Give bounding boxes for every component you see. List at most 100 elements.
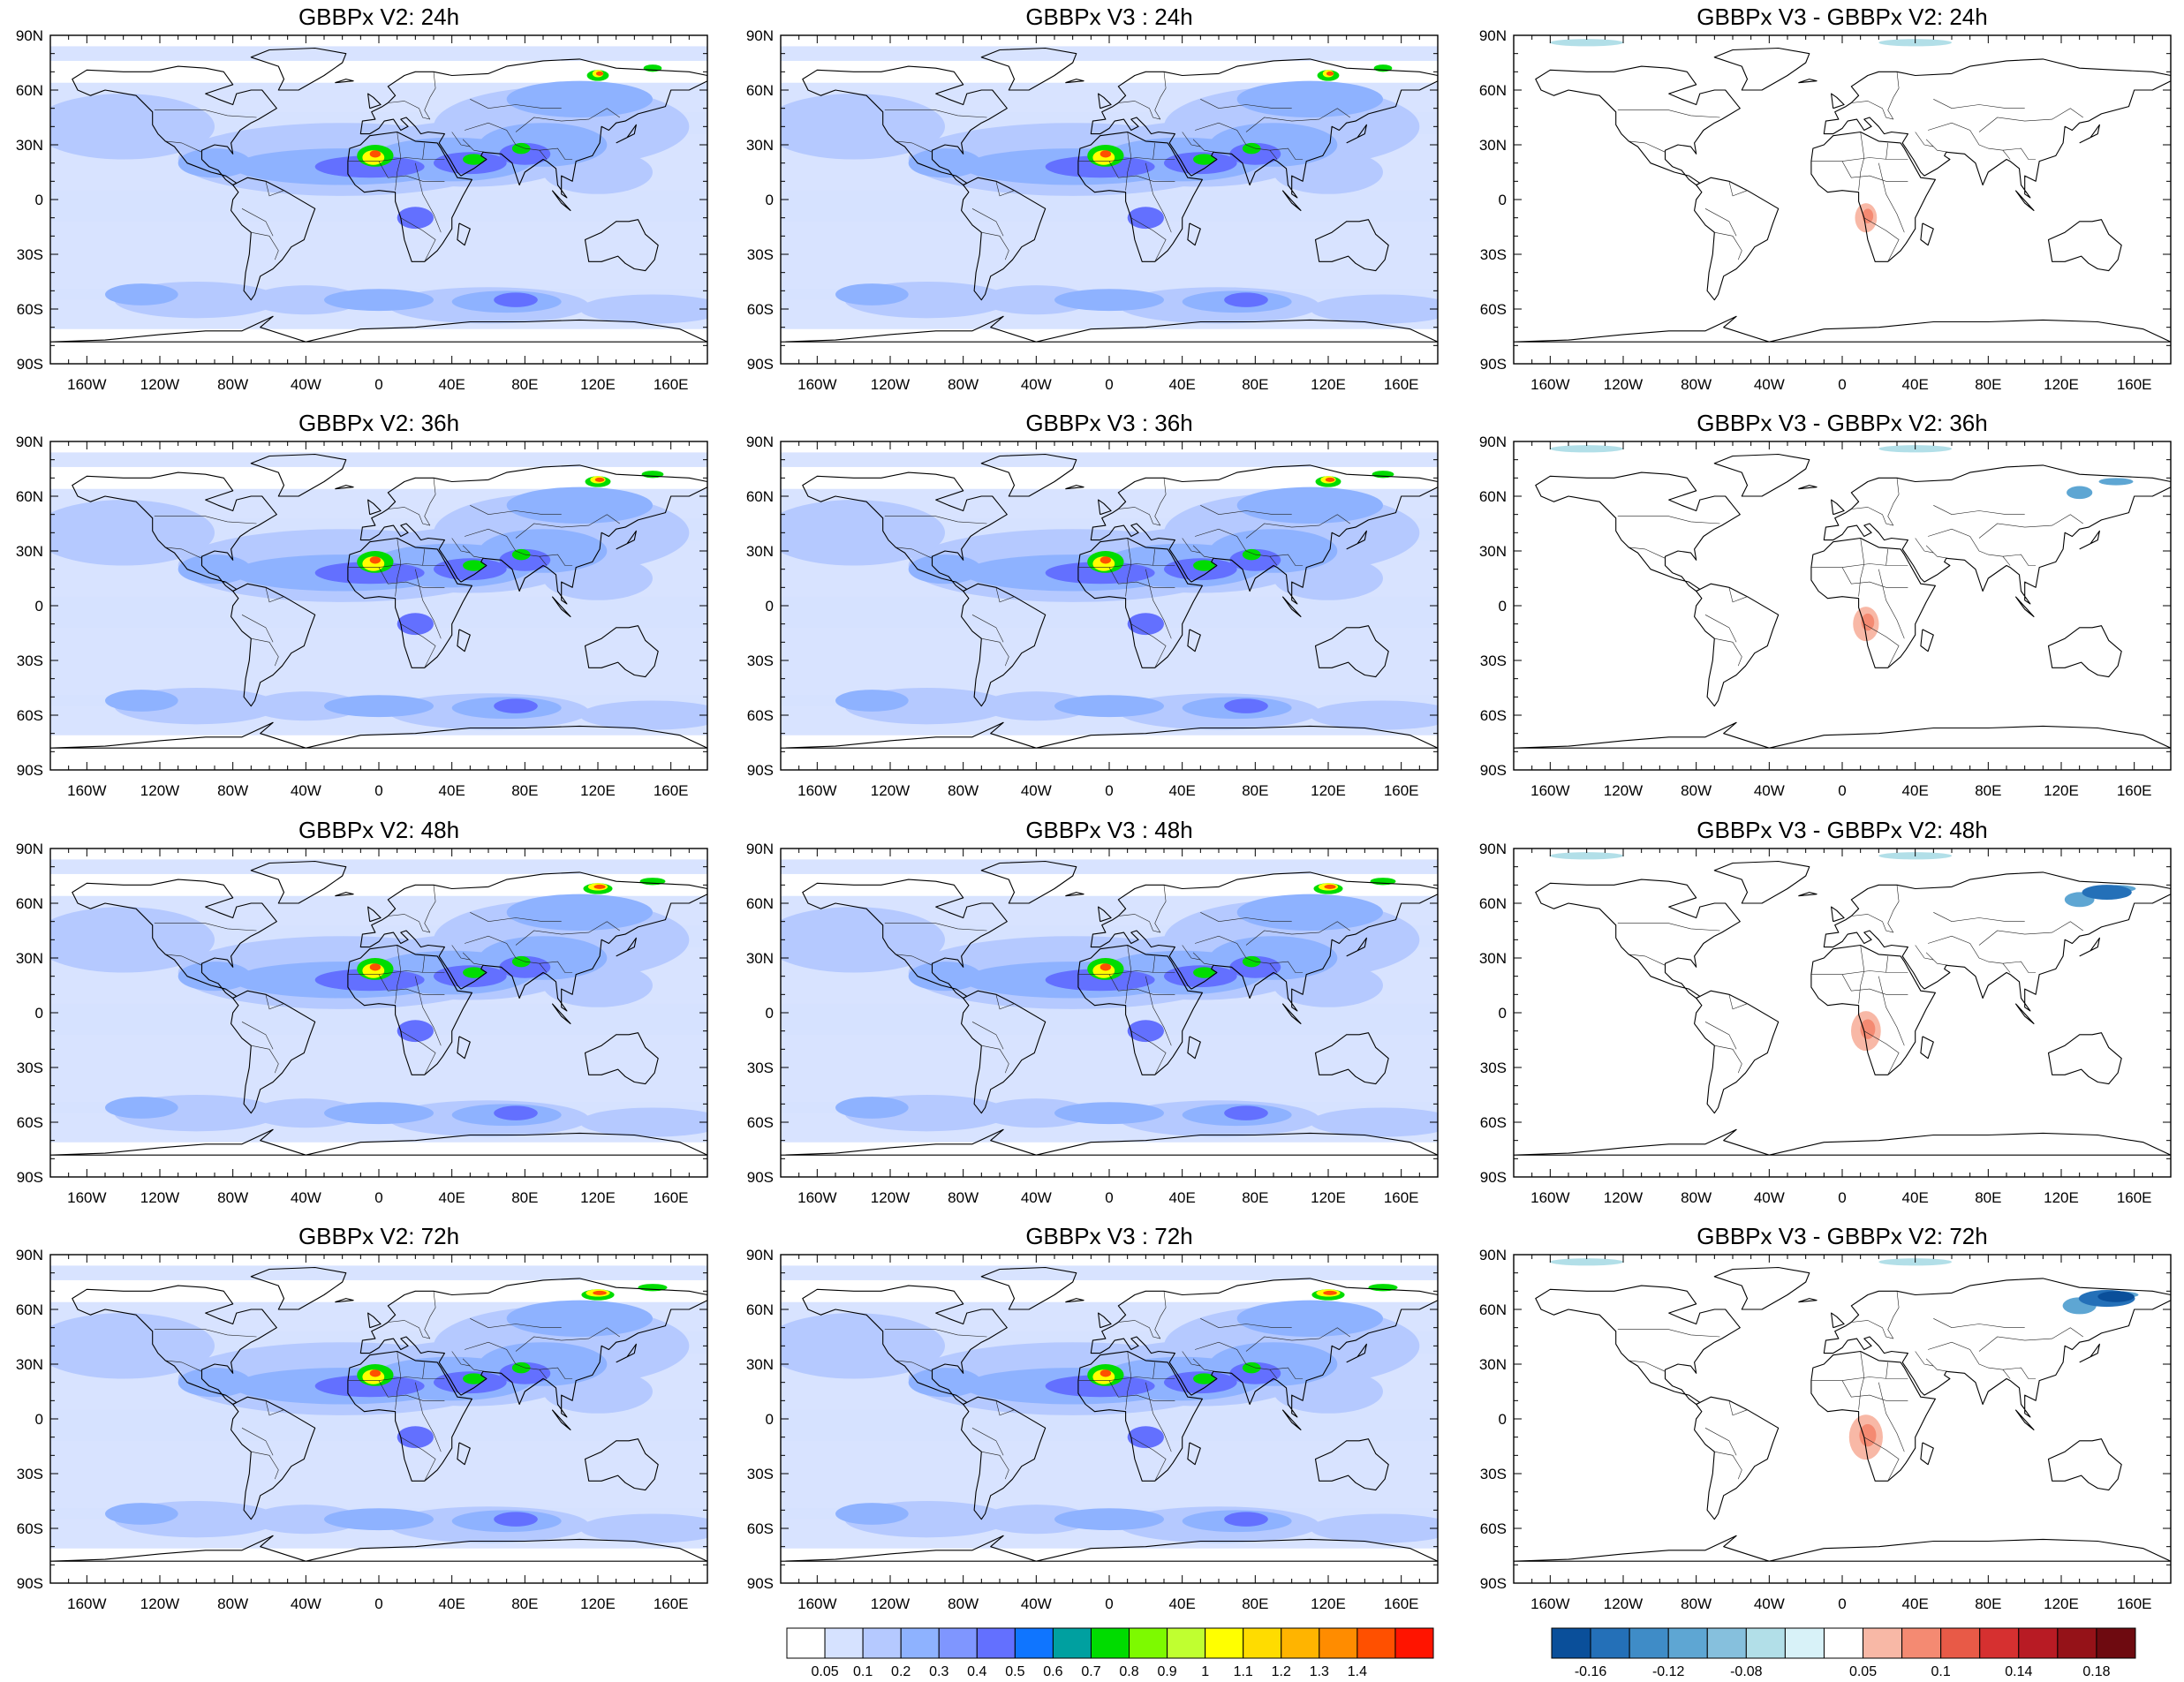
field-contour — [2067, 486, 2093, 500]
field-contour — [494, 698, 538, 713]
country-border — [1714, 1451, 1742, 1480]
lon-tick-label: 0 — [1838, 1189, 1846, 1206]
country-border — [1933, 912, 2025, 923]
coastline — [781, 721, 1438, 749]
lon-tick-label: 120W — [140, 782, 179, 799]
coastline — [1713, 860, 1810, 904]
coastline — [1831, 906, 1845, 923]
lon-tick-label: 40E — [1169, 1595, 1196, 1612]
country-border — [1108, 1380, 1175, 1401]
colorbar-label: 0.5 — [1005, 1664, 1024, 1678]
country-border — [165, 140, 202, 153]
country-border — [1851, 507, 1893, 526]
country-border — [400, 623, 436, 668]
country-border — [451, 945, 471, 961]
coastline — [1090, 58, 1438, 199]
lon-tick-label: 120W — [871, 1595, 910, 1612]
coastlines — [50, 453, 707, 749]
field-contour — [1310, 1107, 1438, 1137]
coastline — [1920, 223, 1934, 246]
colorbar-label: 0.8 — [1119, 1664, 1138, 1678]
lon-tick-label: 40W — [1021, 782, 1052, 799]
country-border — [1885, 142, 1888, 160]
lat-tick-label: 30S — [17, 246, 43, 263]
shaded-field — [781, 452, 1438, 735]
lon-tick-label: 80W — [1681, 782, 1712, 799]
lon-tick-label: 80E — [511, 376, 538, 393]
lat-tick-label: 60S — [17, 301, 43, 318]
colorbar-label: -0.16 — [1575, 1664, 1607, 1678]
country-border — [1108, 161, 1175, 182]
field-contour — [178, 554, 252, 585]
lon-tick-label: 0 — [374, 782, 382, 799]
lat-tick-label: 30S — [1480, 652, 1507, 669]
country-border — [2002, 1367, 2037, 1379]
field-contour — [1550, 1258, 1623, 1266]
colorbar-swatch — [1551, 1627, 1591, 1659]
country-border — [1245, 921, 1350, 946]
country-border — [424, 885, 436, 933]
lat-tick-label: 90N — [1479, 434, 1507, 450]
field-contour — [1550, 39, 1623, 47]
field-contour — [1242, 142, 1261, 155]
coastline — [1810, 537, 1936, 668]
panel-title: GBBPx V3 - GBBPx V2: 48h — [1697, 817, 1987, 843]
coastlines — [781, 47, 1438, 343]
country-border — [395, 538, 402, 597]
colorbar-label: 0.4 — [967, 1664, 986, 1678]
country-border — [1978, 921, 2083, 946]
lat-tick-label: 90S — [1480, 1169, 1507, 1186]
country-border — [451, 1351, 471, 1367]
panel-title: GBBPx V2: 24h — [299, 4, 459, 30]
country-border — [995, 181, 1015, 197]
coastlines — [1514, 453, 2171, 749]
lat-tick-label: 90N — [746, 1247, 774, 1263]
lat-tick-label: 60N — [1479, 895, 1507, 912]
coastline — [2079, 124, 2100, 144]
lon-tick-label: 120E — [1311, 782, 1346, 799]
country-border — [1617, 109, 1720, 118]
country-border — [1728, 587, 1748, 603]
lon-tick-label: 40E — [1902, 782, 1929, 799]
coastline — [367, 499, 382, 516]
map-panel: GBBPx V3 - GBBPx V2: 36h 90N 60N 30N 0 30S 60S… — [1479, 410, 2172, 799]
coastline — [230, 583, 316, 707]
coastline — [616, 937, 637, 957]
country-border — [1617, 923, 1720, 932]
coastline — [961, 583, 1047, 707]
panel-title: GBBPx V2: 36h — [299, 410, 459, 436]
map-panel: GBBPx V2: 24h 90N 60N 30N 0 30S 60S 90S 160W 120W… — [16, 4, 708, 393]
panel-title: GBBPx V3 - GBBPx V2: 72h — [1697, 1223, 1987, 1249]
lon-tick-label: 0 — [1105, 1189, 1113, 1206]
panel-title: GBBPx V2: 48h — [299, 817, 459, 843]
field-contour — [105, 1503, 178, 1525]
lat-tick-label: 30N — [16, 137, 43, 154]
lat-tick-label: 90S — [1480, 762, 1507, 779]
country-border — [415, 1382, 442, 1452]
coastline — [1810, 944, 1936, 1075]
coastline — [367, 906, 382, 923]
field-contour — [105, 283, 178, 305]
lon-tick-label: 80W — [217, 782, 248, 799]
field-contour — [397, 1020, 435, 1043]
country-border — [1851, 914, 1893, 933]
country-border — [241, 615, 274, 643]
colorbar-swatch — [2096, 1627, 2136, 1659]
country-border — [1885, 1361, 1888, 1379]
coastline — [230, 990, 316, 1114]
country-border — [1978, 108, 2083, 132]
lon-tick-label: 160E — [1384, 1595, 1419, 1612]
country-border — [165, 954, 202, 966]
coastline — [781, 315, 1438, 343]
lat-tick-label: 0 — [1499, 192, 1507, 208]
lon-tick-label: 120E — [2044, 376, 2079, 393]
lat-tick-label: 90N — [16, 27, 43, 44]
country-border — [265, 587, 284, 603]
field-contour — [50, 1313, 215, 1379]
coastlines — [1514, 47, 2171, 343]
field-band — [781, 1409, 1438, 1520]
field-contour — [506, 1300, 653, 1338]
country-border — [981, 231, 1009, 260]
country-border — [884, 923, 987, 932]
